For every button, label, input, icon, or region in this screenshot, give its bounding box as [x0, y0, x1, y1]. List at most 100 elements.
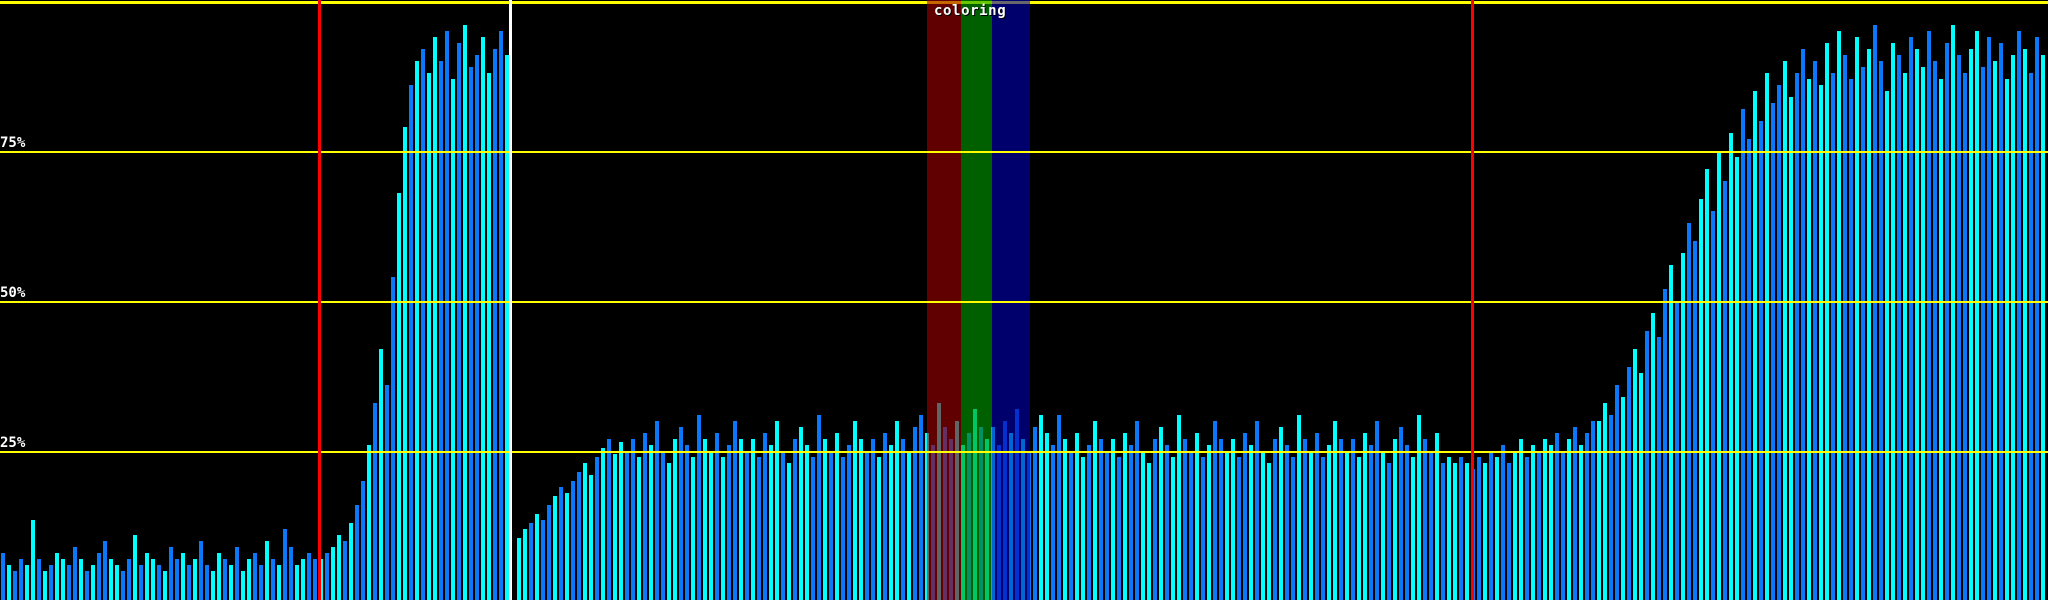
bar	[1999, 43, 2003, 600]
bar	[1345, 451, 1349, 600]
bar	[271, 559, 275, 600]
bar	[49, 565, 53, 600]
bar	[1777, 85, 1781, 600]
bar	[115, 565, 119, 600]
bar	[1219, 439, 1223, 600]
bar	[301, 559, 305, 600]
bar	[1759, 121, 1763, 600]
bar	[559, 487, 563, 600]
bar	[1039, 415, 1043, 600]
bar	[1525, 457, 1529, 600]
bar	[1249, 445, 1253, 600]
bar	[157, 565, 161, 600]
bar	[1555, 433, 1559, 600]
bar	[1669, 265, 1673, 600]
bar	[1795, 73, 1799, 600]
bar	[427, 73, 431, 600]
bar	[199, 541, 203, 600]
bar	[1135, 421, 1139, 600]
bar	[799, 427, 803, 600]
bar	[85, 571, 89, 600]
bar	[883, 433, 887, 600]
bar	[1807, 79, 1811, 600]
bar	[667, 463, 671, 600]
bar	[265, 541, 269, 600]
bar	[517, 538, 521, 600]
bar	[607, 439, 611, 600]
bar	[43, 571, 47, 600]
bar	[1879, 61, 1883, 600]
bar	[1915, 49, 1919, 600]
bar	[229, 565, 233, 600]
gridline-25	[0, 451, 2048, 453]
bar	[1057, 415, 1061, 600]
bar	[853, 421, 857, 600]
bar	[703, 439, 707, 600]
bar	[1321, 457, 1325, 600]
bar	[1051, 445, 1055, 600]
bar	[763, 433, 767, 600]
bar	[1591, 421, 1595, 600]
bar	[1099, 439, 1103, 600]
bar	[577, 472, 581, 600]
bar	[409, 85, 413, 600]
white-cursor-line	[509, 0, 512, 600]
bar	[1921, 67, 1925, 600]
bar	[715, 433, 719, 600]
bar	[1945, 43, 1949, 600]
bar	[25, 565, 29, 600]
bar	[691, 457, 695, 600]
bar	[541, 520, 545, 600]
bar	[1711, 211, 1715, 600]
bar	[865, 451, 869, 600]
bar	[1501, 445, 1505, 600]
bar	[1645, 331, 1649, 600]
bar	[1189, 451, 1193, 600]
bar	[733, 421, 737, 600]
bar	[529, 523, 533, 600]
bar	[487, 73, 491, 600]
bar	[1831, 73, 1835, 600]
bar	[151, 559, 155, 600]
bar	[205, 565, 209, 600]
bar	[1579, 445, 1583, 600]
bar	[391, 277, 395, 600]
bar	[1327, 445, 1331, 600]
bar	[787, 463, 791, 600]
bar	[2035, 37, 2039, 600]
bar	[1681, 253, 1685, 600]
bar	[1387, 463, 1391, 600]
bar	[1621, 397, 1625, 600]
bar	[1495, 457, 1499, 600]
bar	[721, 457, 725, 600]
bar	[1729, 133, 1733, 600]
bar	[1081, 457, 1085, 600]
bar	[1177, 415, 1181, 600]
bar	[337, 535, 341, 600]
bar	[139, 565, 143, 600]
bar	[913, 427, 917, 600]
bar	[1663, 289, 1667, 600]
bar	[283, 529, 287, 600]
bar	[1141, 451, 1145, 600]
bar	[1855, 37, 1859, 600]
bar	[1045, 433, 1049, 600]
bar	[1885, 91, 1889, 600]
bar	[781, 451, 785, 600]
bar	[1423, 439, 1427, 600]
bar	[1657, 337, 1661, 600]
bar	[553, 496, 557, 600]
bar	[1789, 97, 1793, 600]
bar	[1819, 85, 1823, 600]
bar	[31, 520, 35, 600]
bar	[919, 415, 923, 600]
bar	[163, 571, 167, 600]
bar	[493, 49, 497, 600]
bar	[1477, 457, 1481, 600]
bar	[133, 535, 137, 600]
red-cursor-line-1	[318, 0, 321, 600]
bar	[751, 439, 755, 600]
bar	[1183, 439, 1187, 600]
bar	[223, 559, 227, 600]
bar	[403, 127, 407, 600]
